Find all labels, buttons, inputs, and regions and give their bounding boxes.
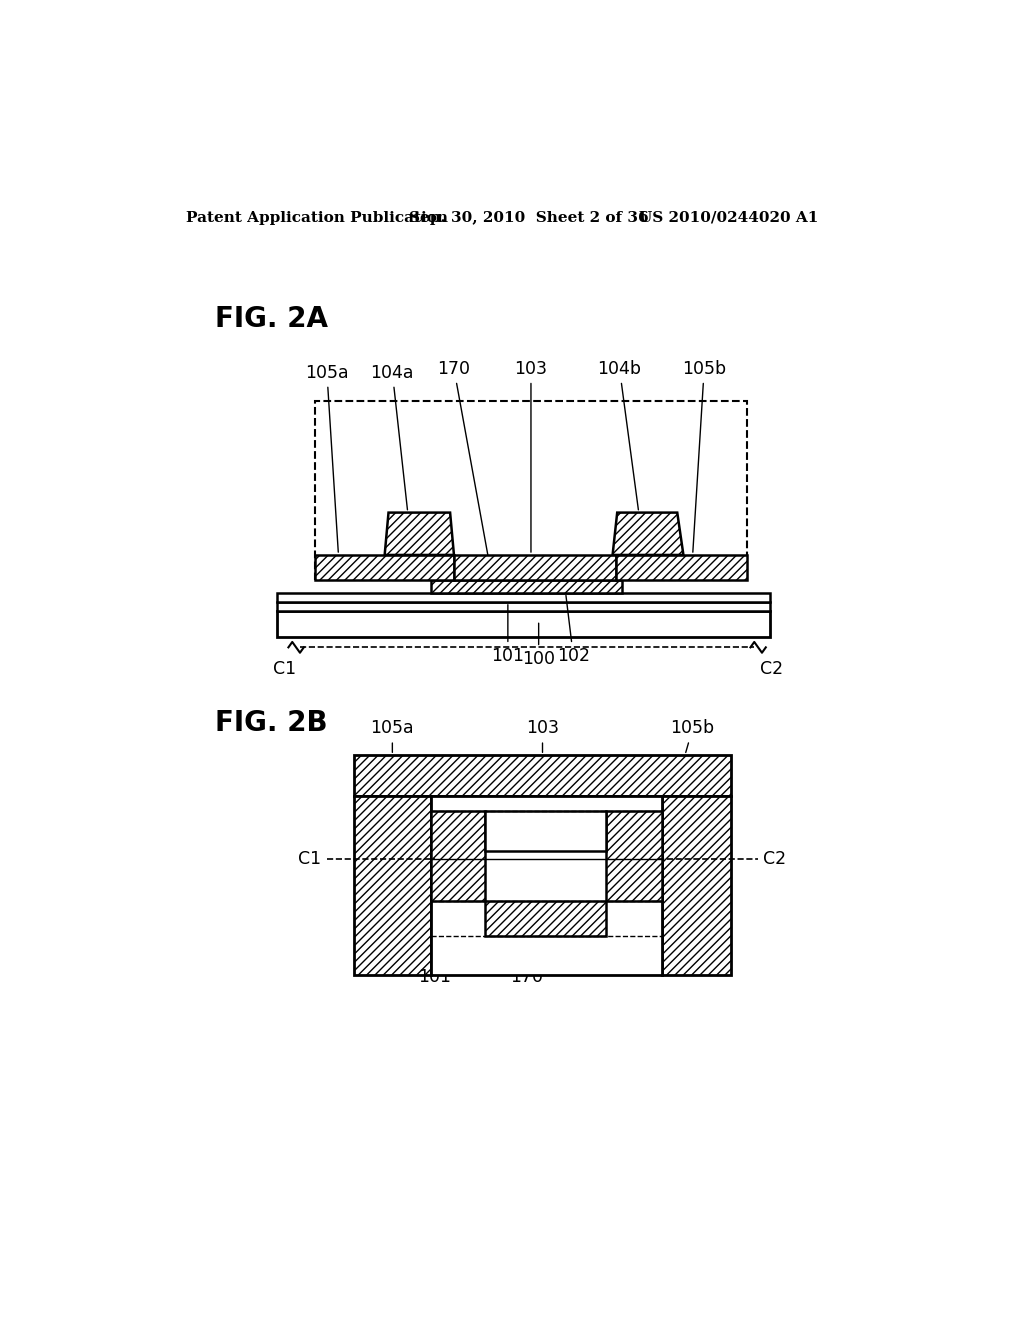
Bar (484, 902, 606, 936)
Text: Patent Application Publication: Patent Application Publication (186, 211, 449, 224)
Bar (662, 796, 731, 974)
Bar (354, 796, 431, 974)
Text: 101: 101 (492, 605, 524, 665)
Text: 104a: 104a (371, 364, 414, 510)
Text: 170: 170 (511, 939, 544, 986)
Bar (615, 554, 746, 581)
Text: 105b: 105b (682, 360, 726, 552)
Bar (606, 812, 662, 902)
Text: 102: 102 (557, 595, 590, 665)
Text: 104b: 104b (598, 360, 641, 510)
Text: C2: C2 (761, 660, 783, 678)
Bar (431, 812, 484, 902)
Bar (431, 812, 484, 902)
Bar (454, 554, 615, 581)
Text: FIG. 2A: FIG. 2A (215, 305, 329, 333)
Text: 100: 100 (522, 623, 555, 668)
Bar (615, 554, 746, 581)
Bar (354, 755, 731, 796)
Text: US 2010/0244020 A1: US 2010/0244020 A1 (639, 211, 818, 224)
Text: 103: 103 (526, 719, 559, 752)
Bar (431, 581, 622, 593)
Text: 101: 101 (418, 904, 457, 986)
Bar (276, 602, 770, 611)
Text: C1: C1 (273, 660, 296, 678)
Bar (606, 812, 662, 902)
Bar (484, 902, 606, 936)
Bar (431, 796, 662, 974)
Text: 105a: 105a (371, 719, 414, 752)
Text: 103: 103 (514, 360, 548, 552)
Bar (354, 796, 431, 974)
Polygon shape (612, 512, 683, 554)
Bar (484, 812, 606, 851)
Bar (354, 755, 731, 796)
Text: Sep. 30, 2010  Sheet 2 of 36: Sep. 30, 2010 Sheet 2 of 36 (410, 211, 649, 224)
Bar (276, 593, 770, 602)
Text: 170: 170 (437, 360, 492, 578)
Bar (431, 581, 622, 593)
Bar (662, 796, 731, 974)
Text: 105b: 105b (671, 719, 715, 752)
Bar (315, 554, 454, 581)
Bar (276, 611, 770, 638)
Bar (315, 401, 746, 581)
Bar (454, 554, 615, 581)
Text: FIG. 2B: FIG. 2B (215, 709, 328, 737)
Bar (315, 554, 454, 581)
Text: 105a: 105a (305, 364, 349, 552)
Text: C2: C2 (764, 850, 786, 869)
Text: C1: C1 (298, 850, 322, 869)
Polygon shape (385, 512, 454, 554)
